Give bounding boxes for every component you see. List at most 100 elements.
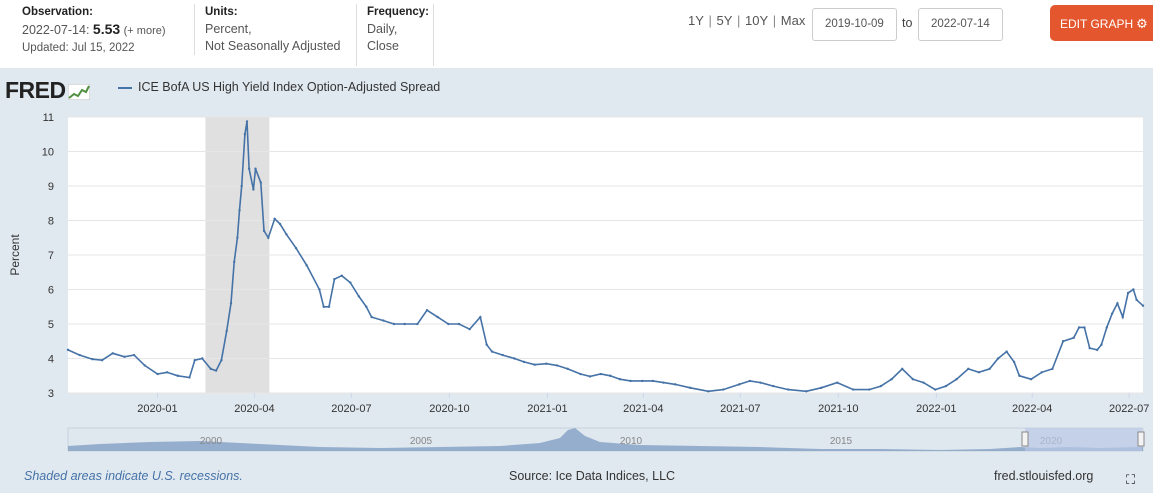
- data-point: [977, 371, 981, 374]
- data-point: [911, 378, 915, 381]
- data-point: [722, 388, 725, 391]
- observation-value: 5.53: [92, 21, 121, 37]
- y-tick-label: 5: [48, 319, 54, 331]
- data-point: [156, 372, 159, 376]
- frequency-line-2: Close: [367, 39, 399, 53]
- data-point: [143, 364, 146, 367]
- data-point: [245, 120, 249, 123]
- data-point: [618, 378, 622, 381]
- units-line-2: Not Seasonally Adjusted: [205, 39, 341, 53]
- data-point: [382, 319, 385, 322]
- edit-graph-label: EDIT GRAPH: [1060, 17, 1134, 31]
- data-point: [707, 390, 710, 393]
- x-tick-label: 2021-04: [623, 403, 663, 415]
- data-point: [1061, 340, 1065, 343]
- observation-title: Observation:: [22, 6, 93, 18]
- legend-swatch: [118, 86, 132, 89]
- x-tick-label: 2021-07: [720, 403, 760, 415]
- data-point: [416, 322, 419, 326]
- y-axis-label: Percent: [8, 234, 22, 276]
- end-date-input[interactable]: 2022-07-14: [918, 8, 1003, 41]
- y-tick-label: 6: [48, 285, 54, 297]
- data-point: [490, 350, 494, 353]
- data-point: [436, 315, 439, 319]
- data-point: [566, 367, 569, 371]
- data-point: [176, 374, 179, 377]
- range-1y-link[interactable]: 1Y: [688, 13, 704, 28]
- data-point: [1088, 346, 1091, 350]
- chart-panel: FRED ICE BofA US High Yield Index Option…: [0, 68, 1153, 493]
- data-point: [236, 236, 239, 239]
- data-point: [485, 343, 488, 346]
- navigator-left-handle[interactable]: [1021, 431, 1029, 447]
- data-point: [1072, 336, 1075, 339]
- data-point: [1095, 348, 1099, 352]
- frequency-title: Frequency:: [367, 6, 429, 18]
- data-point: [252, 188, 255, 191]
- range-10y-link[interactable]: 10Y: [745, 13, 769, 28]
- data-point: [533, 363, 536, 366]
- navigator-selection[interactable]: [1025, 428, 1142, 451]
- data-point: [365, 305, 368, 308]
- data-point: [188, 376, 191, 379]
- data-point: [748, 379, 752, 383]
- data-point: [867, 388, 871, 391]
- data-point: [674, 383, 677, 386]
- navigator-label: 2000: [200, 436, 223, 447]
- data-point: [988, 367, 991, 371]
- data-point: [901, 367, 904, 371]
- data-point: [267, 236, 270, 239]
- range-max-link[interactable]: Max: [780, 13, 806, 28]
- data-point: [629, 379, 632, 383]
- y-tick-label: 8: [48, 216, 54, 228]
- observation-updated: Updated: Jul 15, 2022: [22, 42, 135, 54]
- data-point: [220, 359, 223, 362]
- data-point: [738, 383, 741, 386]
- data-point: [1029, 378, 1033, 381]
- start-date-input[interactable]: 2019-10-09: [812, 8, 897, 41]
- fullscreen-icon[interactable]: ⛶: [1126, 472, 1136, 487]
- data-point: [772, 384, 775, 388]
- data-point: [1018, 374, 1021, 377]
- legend-label: ICE BofA US High Yield Index Option-Adju…: [138, 80, 441, 94]
- edit-graph-button[interactable]: EDIT GRAPH ⚙: [1050, 5, 1153, 41]
- fred-site-link[interactable]: fred.stlouisfed.org: [994, 469, 1094, 483]
- data-point: [1077, 326, 1081, 329]
- data-point: [327, 305, 331, 308]
- units-block: Units: Percent, Not Seasonally Adjusted: [194, 4, 356, 55]
- data-point: [91, 357, 94, 361]
- data-point: [100, 359, 104, 362]
- data-point: [285, 233, 288, 236]
- navigator-label: 2010: [620, 436, 643, 447]
- navigator[interactable]: 20002005201020152020: [67, 427, 1145, 452]
- data-point: [1121, 315, 1124, 319]
- y-tick-label: 9: [48, 181, 54, 193]
- x-tick-label: 2022-04: [1012, 403, 1052, 415]
- data-point: [501, 353, 504, 357]
- data-point: [689, 386, 692, 390]
- y-tick-label: 7: [48, 250, 54, 262]
- observation-more-link[interactable]: (+ more): [123, 25, 166, 37]
- data-point: [165, 371, 169, 374]
- data-point: [111, 352, 114, 355]
- data-point: [805, 390, 808, 393]
- data-point: [425, 309, 429, 312]
- data-point: [447, 322, 450, 326]
- data-point: [247, 167, 251, 170]
- data-point: [820, 386, 823, 390]
- data-point: [225, 329, 228, 333]
- data-point: [599, 372, 602, 376]
- data-point: [1012, 360, 1016, 364]
- navigator-right-handle[interactable]: [1137, 431, 1145, 447]
- data-point: [588, 375, 592, 378]
- header: Observation: 2022-07-14: 5.53 (+ more) U…: [0, 0, 1153, 68]
- navigator-label: 2015: [830, 436, 853, 447]
- data-point: [357, 295, 361, 298]
- data-point: [318, 288, 321, 291]
- data-point: [209, 367, 212, 371]
- x-tick-label: 2022-07: [1109, 403, 1149, 415]
- data-point: [229, 302, 233, 305]
- range-5y-link[interactable]: 5Y: [716, 13, 733, 28]
- data-point: [479, 315, 482, 319]
